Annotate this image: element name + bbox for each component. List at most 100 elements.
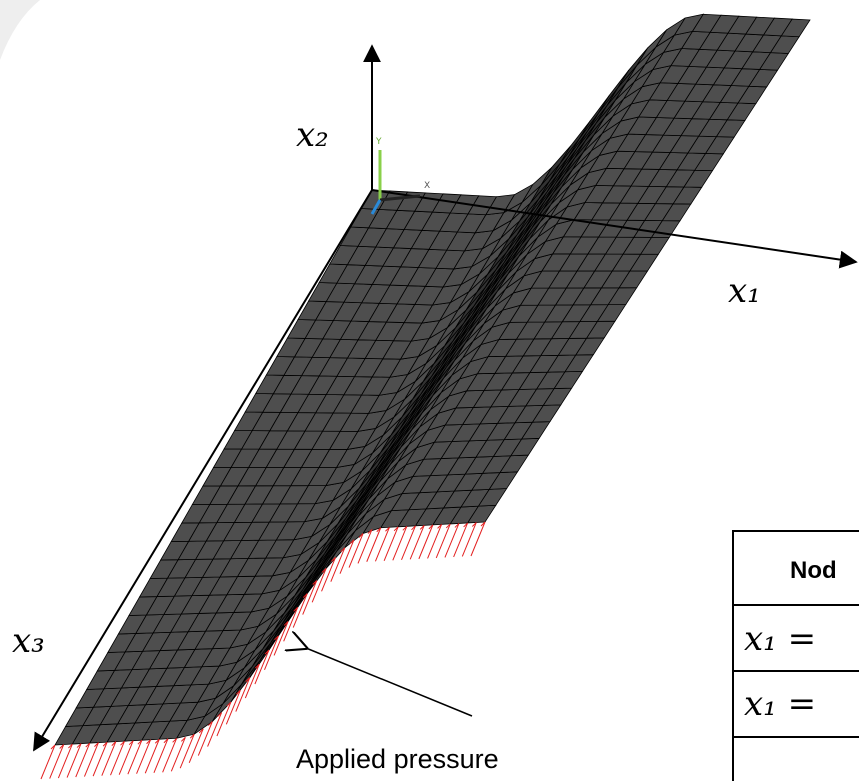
triad-label: X [424,181,430,191]
triad-z [370,199,382,215]
pressure-arrow [180,737,186,742]
pressure-arrow [312,580,318,585]
pressure-arrow [255,663,260,669]
corner-shade [0,0,40,60]
pressure-arrow [330,547,346,582]
pressure-arrow [83,742,99,777]
pressure-arrow [348,533,364,568]
fe-mesh [54,13,811,746]
pressure-arrow [226,701,232,707]
pressure-arrow [349,539,355,545]
pressure-arrow [68,743,73,749]
pressure-arrow [118,740,134,775]
pressure-arrow [264,649,270,655]
pressure-arrow [311,568,327,603]
pressure-arrow [445,523,451,529]
pressure-arrow [179,734,195,769]
pressure-arrow [128,740,134,746]
pressure-arrow [189,733,195,739]
pressure-arrow [411,525,416,531]
pressure-arrow [146,739,151,745]
table-cell: x₁ = [744,619,816,659]
pressure-arrow [207,712,223,747]
pressure-arrow [358,533,364,538]
pressure-arrow [292,593,308,628]
axis-x1 [371,189,858,269]
pressure-arrow [59,744,65,749]
pressure-arrow [49,744,65,779]
pressure-arrow [470,521,486,557]
pressure-arrow [357,529,373,564]
annotation: Applied pressure [296,744,499,774]
pressure-arrow [111,741,117,746]
pressure-arrow [127,740,143,775]
annotation-arrow [306,648,473,717]
table-cell: x₁ = [744,684,816,724]
pressure-arrow [409,525,425,560]
pressure-arrow [435,523,451,559]
pressure-arrow [461,522,477,557]
pressure-arrow [331,556,336,562]
pressure-arrow [437,524,442,529]
pressure-arrow [120,740,125,746]
pressure-arrow [254,649,270,685]
pressure-arrow [339,539,355,574]
pressure-arrow [428,524,434,530]
pressure-arrow [85,742,91,748]
pressure-arrow [444,523,460,558]
pressure-arrow [235,689,241,695]
pressure-arrow [392,526,408,561]
pressure-arrow [225,690,241,725]
pressure-arrow [454,523,460,528]
pressure-arrow [283,621,289,626]
pressure-arrow [273,621,289,656]
pressure-arrows [40,521,486,780]
pressure-arrow [57,743,73,779]
pressure-arrow [401,525,416,561]
pressure-arrow [418,524,434,560]
pressure-arrow [366,527,382,562]
pressure-arrow [321,557,337,592]
mesh-face [780,18,811,38]
pressure-arrow [76,743,82,748]
pressure-arrow [245,677,251,682]
pressure-arrow [427,524,443,559]
pressure-arrow [463,522,468,528]
pressure-arrow [154,738,160,744]
pressure-arrow [153,738,169,773]
pressure-arrow [172,737,177,743]
pressure-arrow [163,738,169,744]
pressure-arrow [144,739,160,774]
table-frame [732,530,859,781]
pressure-arrow [293,606,299,612]
pressure-arrow [340,547,346,553]
pressure-arrow [376,527,382,533]
pressure-arrow [66,743,82,778]
triad-x [379,194,421,202]
pressure-arrow [137,739,143,745]
pressure-arrow [374,527,390,562]
triad-label: Y [375,137,382,147]
pressure-arrow [419,525,425,530]
pressure-arrow [40,744,56,780]
pressure-arrow [402,525,408,531]
pressure-arrow [302,580,318,615]
pressure-arrow [235,677,251,712]
pressure-arrow [75,742,91,778]
pressure-arrow [102,741,108,747]
pressure-arrow [244,663,260,699]
pressure-arrow [471,522,477,527]
axis-x3 [33,189,373,752]
pressure-arrow [274,635,279,641]
table: Nod x₁ = x₁ = [732,530,859,781]
triad: Y X [370,137,430,215]
pressure-arrow [217,712,222,717]
pressure-arrow [92,741,108,777]
pressure-arrow [367,529,373,534]
pressure-arrow [207,721,213,726]
pressure-arrow [50,744,56,750]
pressure-arrow [198,728,204,734]
axis-label: x₂ [296,115,329,155]
axis-label: x₁ [728,271,761,311]
